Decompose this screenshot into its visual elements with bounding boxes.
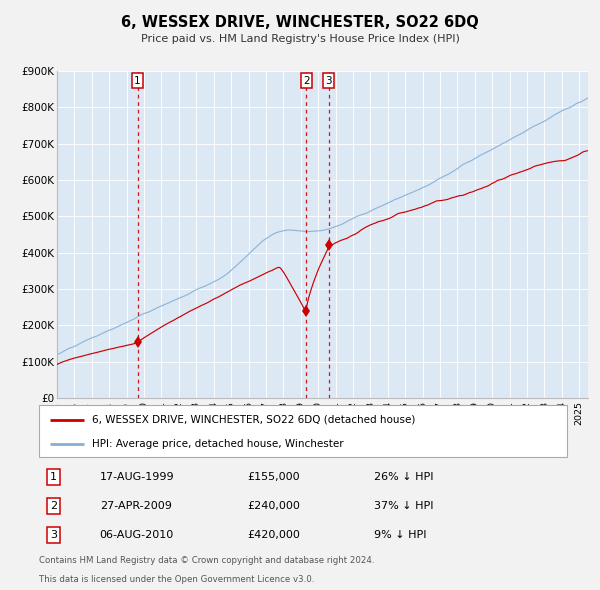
Text: HPI: Average price, detached house, Winchester: HPI: Average price, detached house, Winc…: [92, 440, 343, 449]
Text: 37% ↓ HPI: 37% ↓ HPI: [374, 501, 434, 511]
Text: 27-APR-2009: 27-APR-2009: [100, 501, 172, 511]
Text: £240,000: £240,000: [248, 501, 301, 511]
Text: £420,000: £420,000: [248, 530, 301, 540]
Text: 2: 2: [303, 76, 310, 86]
Text: 3: 3: [50, 530, 57, 540]
Text: 26% ↓ HPI: 26% ↓ HPI: [374, 471, 434, 481]
Text: 6, WESSEX DRIVE, WINCHESTER, SO22 6DQ: 6, WESSEX DRIVE, WINCHESTER, SO22 6DQ: [121, 15, 479, 30]
Text: 6, WESSEX DRIVE, WINCHESTER, SO22 6DQ (detached house): 6, WESSEX DRIVE, WINCHESTER, SO22 6DQ (d…: [92, 415, 415, 425]
Text: 06-AUG-2010: 06-AUG-2010: [100, 530, 174, 540]
Text: 2: 2: [50, 501, 58, 511]
Text: 17-AUG-1999: 17-AUG-1999: [100, 471, 175, 481]
Text: 1: 1: [134, 76, 141, 86]
Text: Price paid vs. HM Land Registry's House Price Index (HPI): Price paid vs. HM Land Registry's House …: [140, 34, 460, 44]
Text: 1: 1: [50, 471, 57, 481]
Text: This data is licensed under the Open Government Licence v3.0.: This data is licensed under the Open Gov…: [39, 575, 314, 584]
Text: 9% ↓ HPI: 9% ↓ HPI: [374, 530, 427, 540]
FancyBboxPatch shape: [39, 405, 567, 457]
Text: 3: 3: [325, 76, 332, 86]
Text: Contains HM Land Registry data © Crown copyright and database right 2024.: Contains HM Land Registry data © Crown c…: [39, 556, 374, 565]
Text: £155,000: £155,000: [248, 471, 300, 481]
